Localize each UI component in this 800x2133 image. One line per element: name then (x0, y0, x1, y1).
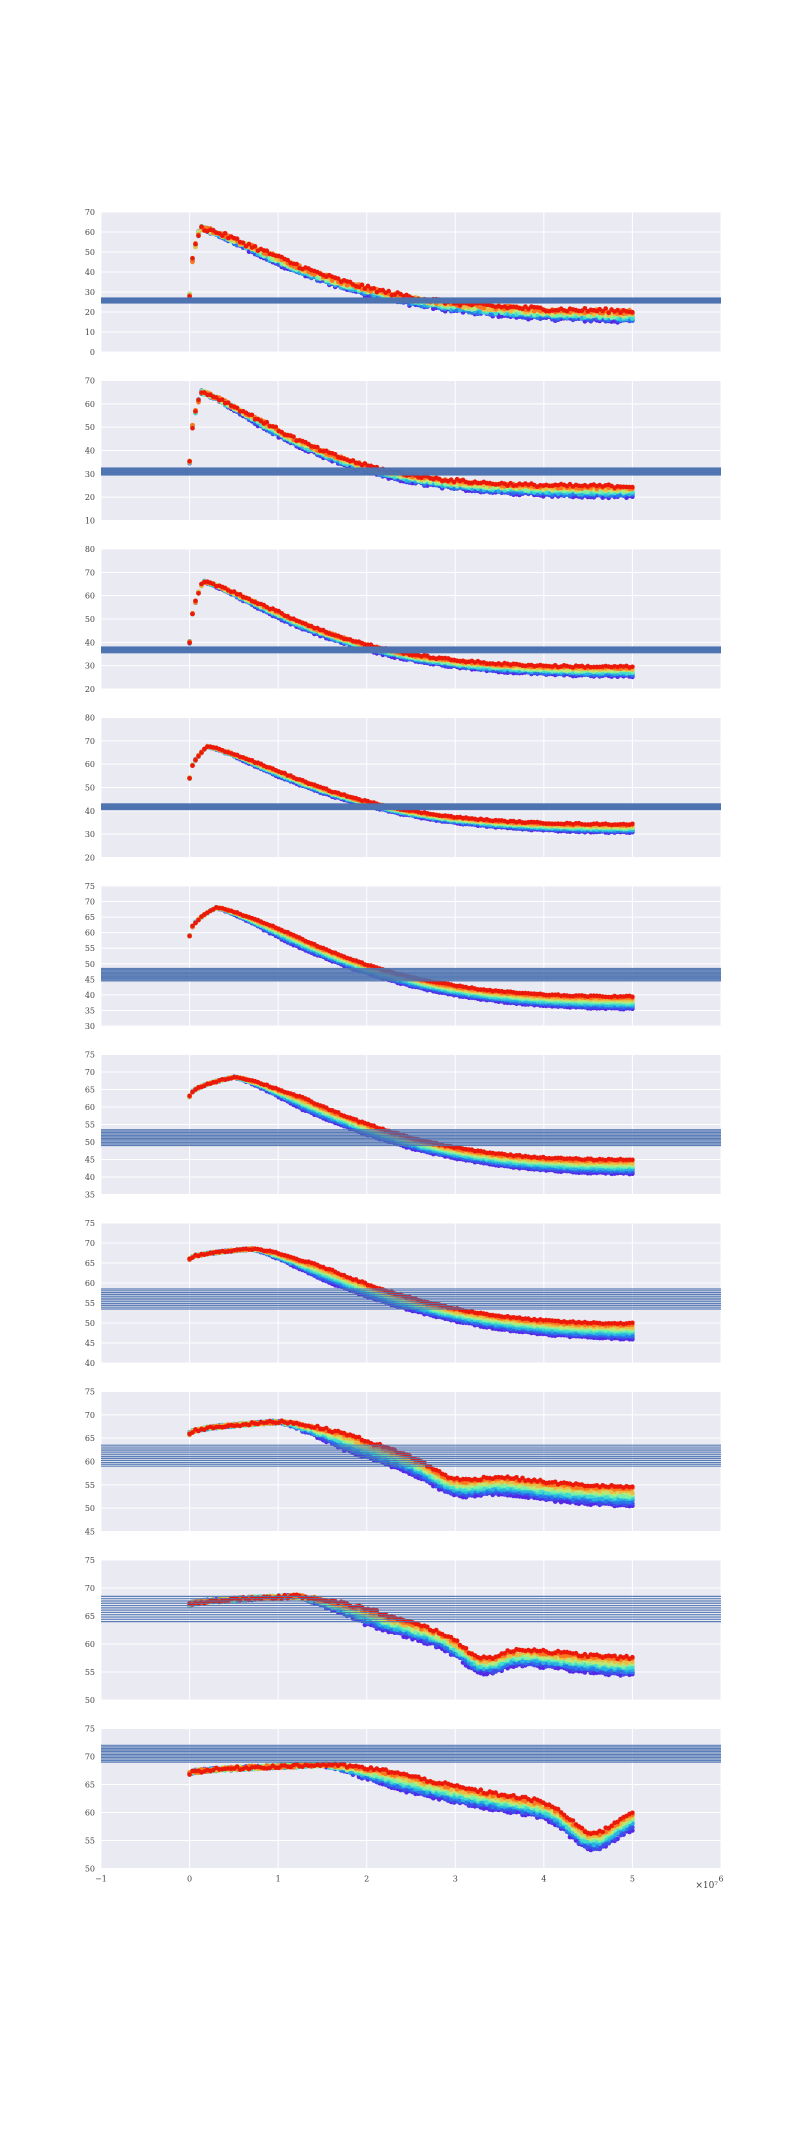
y-tick-label: 60 (85, 760, 95, 769)
y-tick-label: 30 (85, 830, 95, 839)
data-point (220, 397, 225, 402)
data-point (603, 306, 608, 311)
hline-band (101, 297, 721, 304)
y-tick-label: 30 (85, 288, 95, 297)
data-point (371, 286, 377, 291)
data-point (196, 233, 201, 238)
data-point (190, 255, 195, 261)
data-point (199, 224, 204, 229)
data-point (252, 244, 258, 249)
data-point (630, 664, 635, 670)
y-tick-label: 40 (85, 447, 95, 456)
data-point (196, 397, 201, 403)
y-tick-label: 20 (85, 308, 95, 317)
y-tick-label: 70 (85, 737, 95, 746)
y-tick-label: 70 (85, 568, 95, 577)
y-tick-label: 50 (85, 423, 95, 432)
data-point (249, 412, 255, 418)
data-point (386, 288, 392, 294)
data-point (315, 444, 320, 450)
y-tick-label: 60 (85, 592, 95, 601)
data-point (222, 231, 228, 236)
y-tick-label: 60 (85, 400, 95, 409)
y-tick-label: 40 (85, 638, 95, 647)
y-tick-label: 30 (85, 662, 95, 671)
data-point (190, 611, 195, 617)
data-point (294, 261, 299, 267)
y-tick-label: 10 (85, 517, 95, 526)
data-point (264, 419, 270, 425)
data-point (630, 309, 635, 315)
y-tick-label: 80 (85, 714, 95, 723)
y-tick-label: 60 (85, 228, 95, 237)
y-tick-label: 10 (85, 328, 95, 337)
y-tick-label: 70 (85, 208, 95, 217)
panel-2: 10 20 30 40 50 60 70 (85, 377, 722, 526)
y-tick-label: 20 (85, 685, 95, 694)
data-point (630, 484, 635, 490)
panel-3: 20 30 40 50 60 70 80 (85, 545, 722, 694)
y-tick-label: 40 (85, 268, 95, 277)
plot-background (101, 212, 721, 352)
panels: 0 10 20 30 40 50 60 70 10 20 30 40 50 60 70 20 30 40 50 60 7… (85, 208, 724, 1884)
y-tick-label: 20 (85, 854, 95, 863)
y-tick-label: 30 (85, 470, 95, 479)
y-tick-label: 50 (85, 784, 95, 793)
data-point (291, 434, 296, 440)
data-point (273, 424, 279, 430)
data-point (630, 316, 635, 321)
hline-band (101, 646, 721, 654)
y-tick-label: 50 (85, 615, 95, 624)
y-tick-label: 80 (85, 545, 95, 554)
y-tick-label: 0 (90, 348, 95, 357)
panel-4: 20 30 40 50 60 70 80 (85, 714, 722, 863)
data-point (187, 640, 192, 646)
panel-1: 0 10 20 30 40 50 60 70 (85, 208, 722, 357)
data-point (196, 591, 201, 596)
data-point (193, 409, 198, 414)
y-tick-label: 70 (85, 377, 95, 386)
y-tick-label: 20 (85, 493, 95, 502)
data-point (193, 598, 198, 604)
data-point (234, 405, 240, 411)
y-tick-label: 40 (85, 807, 95, 816)
data-point (193, 241, 198, 247)
data-point (190, 425, 195, 431)
hline-band (101, 467, 721, 476)
data-point (359, 282, 365, 288)
data-point (187, 459, 192, 464)
y-tick-label: 50 (85, 248, 95, 257)
